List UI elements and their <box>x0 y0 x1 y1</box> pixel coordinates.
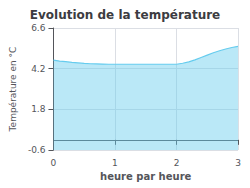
svg-text:-0.6: -0.6 <box>28 145 46 155</box>
svg-text:heure par heure: heure par heure <box>100 171 191 182</box>
svg-text:4.2: 4.2 <box>31 64 45 74</box>
svg-text:2: 2 <box>174 158 180 168</box>
svg-text:Température en °C: Température en °C <box>8 47 18 133</box>
svg-text:3: 3 <box>235 158 241 168</box>
svg-text:6.6: 6.6 <box>31 23 46 33</box>
svg-text:1.8: 1.8 <box>31 104 46 114</box>
svg-text:1: 1 <box>112 158 118 168</box>
svg-text:0: 0 <box>51 158 57 168</box>
svg-text:Evolution de la température: Evolution de la température <box>30 8 221 22</box>
